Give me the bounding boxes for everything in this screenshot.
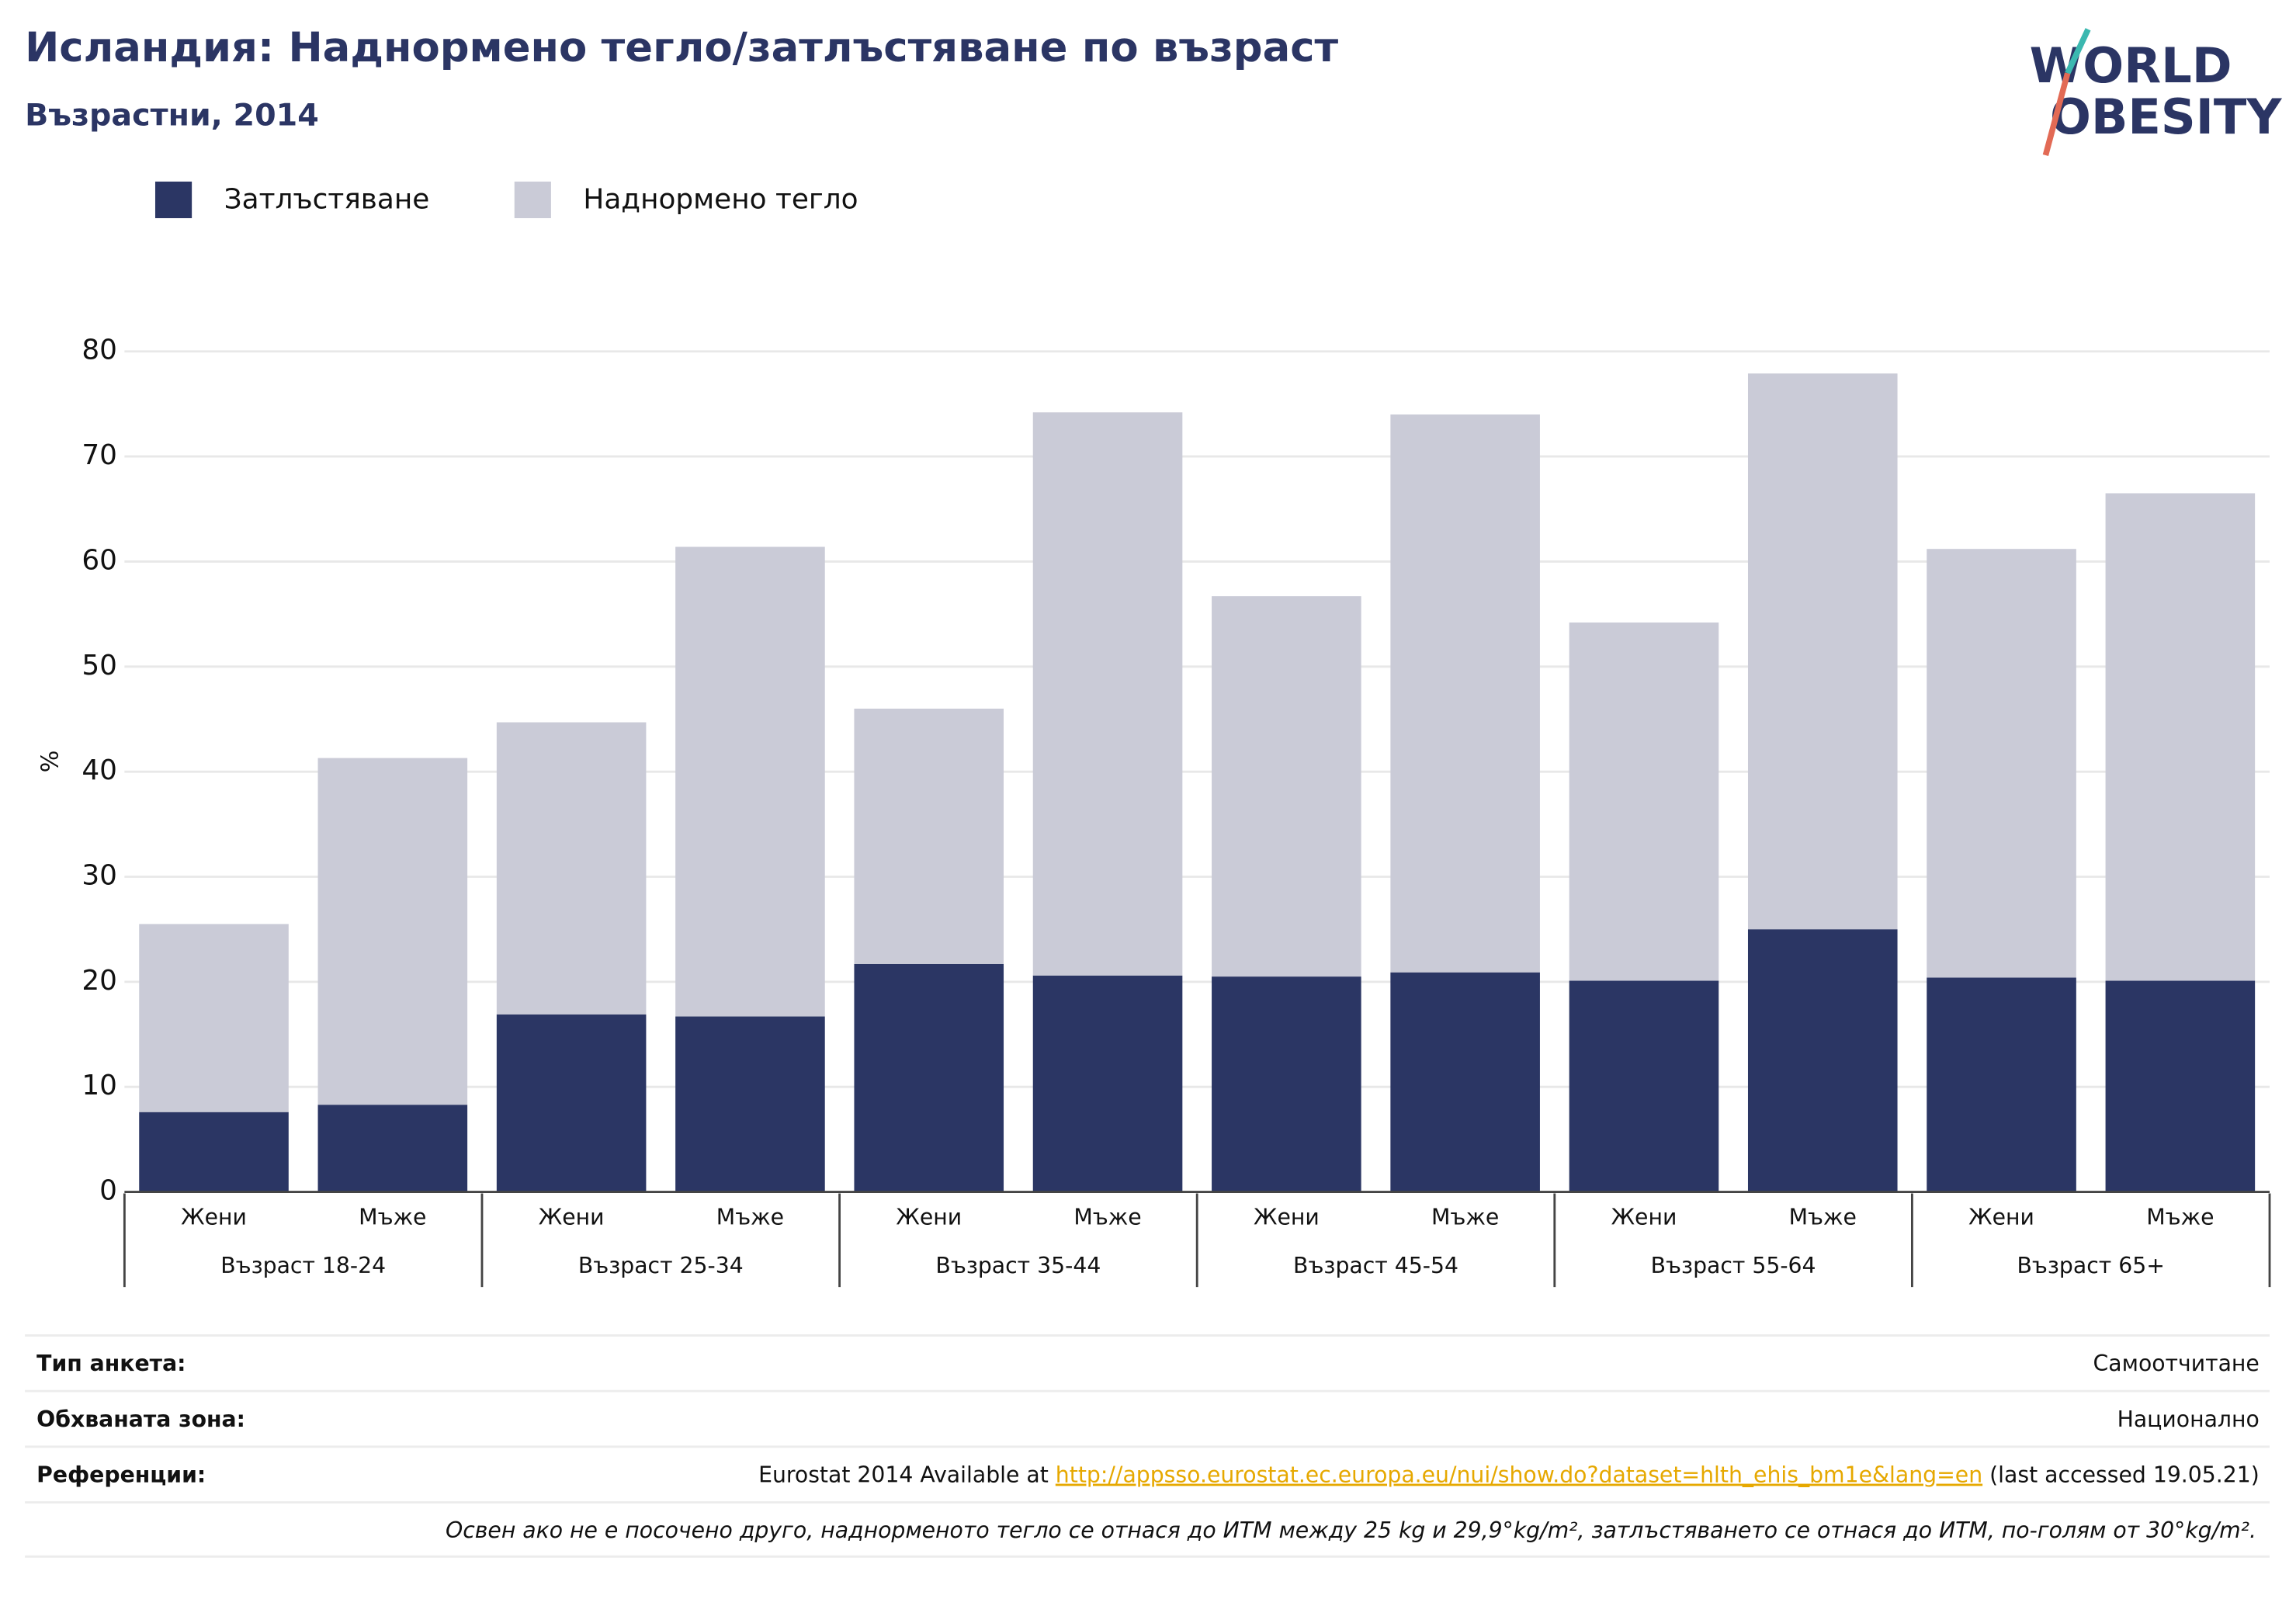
y-tick-label: 70: [82, 439, 117, 471]
x-tick-label: Мъже: [2146, 1205, 2214, 1230]
x-tick-label: Жени: [1254, 1205, 1320, 1230]
bar-segment: [1569, 622, 1719, 981]
y-tick-label: 30: [82, 860, 117, 892]
bar-segment: [317, 1105, 468, 1192]
reference-text: Eurostat 2014 Available at: [758, 1462, 1049, 1488]
y-tick-label: 50: [82, 650, 117, 682]
legend-swatch: [154, 181, 192, 219]
x-tick-label: Жени: [181, 1205, 247, 1230]
y-axis-label: %: [37, 751, 64, 773]
y-tick-label: 60: [82, 544, 117, 576]
x-tick-label: Мъже: [359, 1205, 426, 1230]
bar-segment: [139, 1112, 289, 1192]
logo-text: OBESITY: [2050, 88, 2282, 145]
footer-reference: Eurostat 2014 Available at http://appsso…: [758, 1462, 2260, 1488]
group-label: Възраст 55-64: [1651, 1253, 1816, 1278]
bar-segment: [1390, 414, 1540, 973]
footer-label: Обхваната зона:: [36, 1406, 245, 1432]
bar-segment: [1212, 976, 1361, 1192]
bar-segment: [1032, 975, 1183, 1192]
bar-segment: [317, 758, 468, 1105]
group-label: Възраст 18-24: [220, 1253, 386, 1278]
footer: Тип анкета: Самоотчитане Обхваната зона:…: [36, 1351, 2260, 1543]
bar-segment: [2105, 493, 2256, 981]
y-tick-label: 40: [82, 754, 117, 786]
bar-segment: [675, 546, 825, 1017]
x-tick-label: Мъже: [716, 1205, 784, 1230]
bar-segment: [1927, 977, 2076, 1192]
bar-segment: [2105, 980, 2256, 1192]
group-label: Възраст 45-54: [1293, 1253, 1458, 1278]
footer-note: Освен ако не е посочено друго, наднормен…: [446, 1517, 2256, 1543]
y-tick-label: 0: [99, 1175, 117, 1207]
y-tick-label: 80: [82, 335, 117, 366]
bar-segment: [1569, 980, 1719, 1192]
group-label: Възраст 25-34: [578, 1253, 744, 1278]
bar-segment: [139, 924, 289, 1112]
x-tick-label: Жени: [896, 1205, 962, 1230]
bar-segment: [675, 1016, 825, 1192]
footer-value: Самоотчитане: [2093, 1351, 2260, 1376]
legend-label: Затлъстяване: [224, 183, 430, 215]
group-label: Възраст 35-44: [935, 1253, 1101, 1278]
legend-swatch: [514, 181, 551, 219]
x-tick-label: Жени: [539, 1205, 605, 1230]
bar-segment: [1927, 549, 2076, 978]
x-tick-label: Мъже: [1431, 1205, 1499, 1230]
chart-title: Исландия: Наднормено тегло/затлъстяване …: [25, 24, 1338, 71]
y-tick-label: 10: [82, 1070, 117, 1101]
group-label: Възраст 65+: [2017, 1253, 2165, 1278]
footer-value: Национално: [2117, 1406, 2260, 1432]
legend-label: Наднормено тегло: [583, 183, 858, 215]
bar-segment: [1747, 373, 1898, 930]
footer-label: Тип анкета:: [36, 1351, 186, 1376]
bar-segment: [1032, 412, 1183, 976]
x-tick-label: Жени: [1968, 1205, 2034, 1230]
logo: WORLD OBESITY: [2030, 28, 2282, 156]
reference-text: (last accessed 19.05.21): [1989, 1462, 2260, 1488]
x-tick-label: Мъже: [1073, 1205, 1141, 1230]
logo-slash: [2042, 72, 2071, 156]
bar-segment: [1747, 929, 1898, 1192]
reference-link[interactable]: http://appsso.eurostat.ec.europa.eu/nui/…: [1056, 1462, 1982, 1488]
bar-segment: [1390, 972, 1540, 1192]
bar-segment: [854, 963, 1004, 1192]
footer-label: Референции:: [36, 1462, 206, 1488]
bar-segment: [496, 722, 647, 1015]
chart-subtitle: Възрастни, 2014: [25, 97, 319, 133]
x-tick-label: Жени: [1611, 1205, 1677, 1230]
bar-segment: [854, 708, 1004, 964]
y-tick-label: 20: [82, 965, 117, 997]
x-tick-label: Мъже: [1789, 1205, 1857, 1230]
logo-slash: [2065, 28, 2091, 75]
bar-segment: [496, 1014, 647, 1192]
logo-text: WORLD: [2030, 37, 2232, 94]
bar-segment: [1212, 596, 1361, 977]
